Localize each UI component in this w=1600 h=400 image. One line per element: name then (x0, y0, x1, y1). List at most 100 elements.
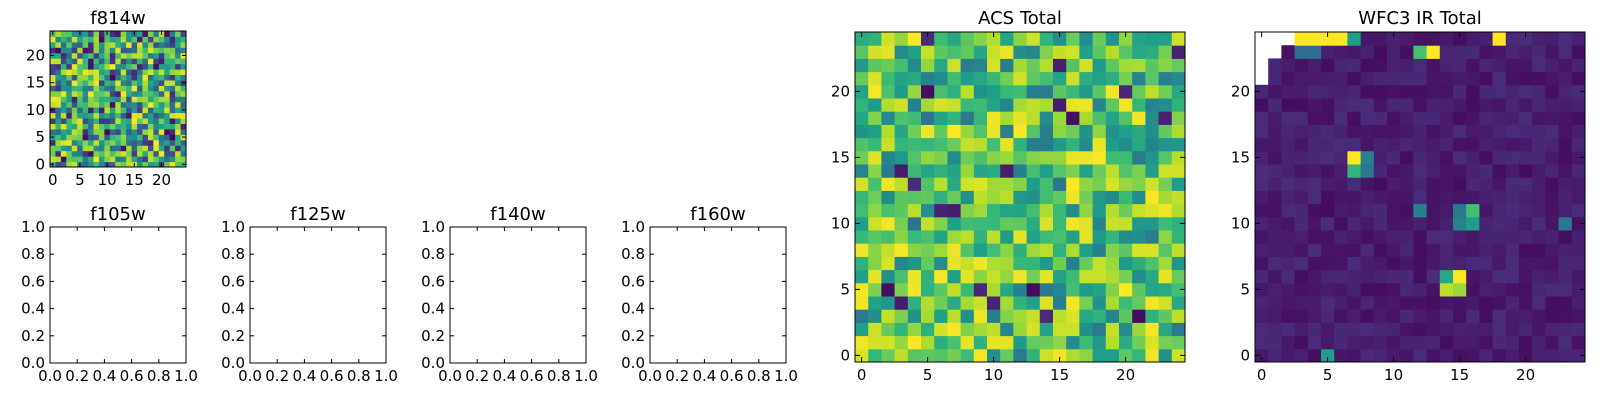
heatmap-cell (1439, 296, 1454, 310)
heatmap-cell (1479, 124, 1494, 139)
heatmap-cell (1268, 335, 1282, 350)
heatmap-cell (164, 96, 171, 103)
heatmap-cell (1255, 124, 1269, 139)
heatmap-cell (1066, 98, 1080, 112)
heatmap-cell (907, 164, 922, 178)
heatmap-cell (1171, 230, 1186, 244)
heatmap-cell (1092, 111, 1107, 125)
heatmap-cell (1334, 282, 1348, 297)
heatmap-cell (1505, 256, 1520, 271)
heatmap-cell (1347, 309, 1362, 323)
heatmap-cell (55, 41, 62, 48)
heatmap-cell (131, 58, 138, 65)
heatmap-cell (1000, 203, 1014, 218)
heatmap-cell (987, 322, 1001, 337)
heatmap-cell (1145, 256, 1160, 271)
y-tick-label: 10 (26, 101, 45, 119)
heatmap-cell (1105, 256, 1120, 271)
heatmap-cell (1492, 348, 1507, 363)
heatmap-cell (169, 69, 176, 76)
heatmap-cell (1466, 32, 1480, 46)
heatmap-cell (98, 101, 105, 108)
heatmap-cell (1347, 58, 1362, 73)
heatmap-cell (1558, 335, 1573, 350)
heatmap-cell (973, 256, 988, 271)
heatmap-cell (71, 31, 78, 37)
heatmap-cell (142, 156, 149, 163)
heatmap-cell (82, 128, 89, 135)
heatmap-cell (1158, 150, 1173, 165)
heatmap-cell (158, 118, 165, 124)
heatmap-cell (109, 96, 116, 103)
heatmap-cell (1360, 84, 1375, 99)
heatmap-cell (1387, 150, 1401, 165)
heatmap-cell (1039, 164, 1054, 178)
heatmap-cell (1053, 137, 1067, 152)
heatmap-cell (1079, 322, 1094, 337)
heatmap-cell (50, 139, 56, 146)
heatmap-cell (1373, 269, 1388, 284)
heatmap-cell (169, 156, 176, 163)
heatmap-cell (1000, 296, 1014, 310)
heatmap-cell (1145, 243, 1160, 257)
heatmap-cell (1413, 190, 1428, 205)
heatmap-cell (894, 111, 909, 125)
heatmap-cell (881, 282, 896, 297)
title-f160w: f160w (690, 204, 745, 225)
heatmap-cell (921, 98, 935, 112)
y-tick-label: 15 (831, 148, 850, 166)
heatmap-cell (1334, 177, 1348, 191)
heatmap-cell (1334, 190, 1348, 205)
heatmap-cell (881, 296, 896, 310)
heatmap-cell (1347, 164, 1362, 178)
heatmap-cell (109, 118, 116, 124)
heatmap-cell (77, 128, 84, 135)
heatmap-cell (71, 58, 78, 65)
heatmap-cell (934, 309, 948, 323)
heatmap-cell (907, 58, 922, 73)
heatmap-cell (1347, 348, 1362, 363)
heatmap-cell (973, 177, 988, 191)
heatmap-cell (71, 150, 78, 157)
heatmap-cell (1545, 71, 1560, 86)
heatmap-cell (115, 47, 122, 54)
heatmap-cell (1039, 322, 1054, 337)
heatmap-cell (1294, 216, 1309, 231)
heatmap-cell (894, 296, 909, 310)
heatmap-cell (947, 45, 962, 59)
heatmap-cell (88, 69, 95, 76)
heatmap-cell (1105, 296, 1120, 310)
heatmap-cell (1053, 32, 1067, 46)
x-tick-label: 0.2 (665, 367, 689, 385)
heatmap-cell (1281, 111, 1296, 125)
heatmap-cell (1145, 58, 1160, 73)
heatmap-cell (1387, 137, 1401, 152)
heatmap-cell (1479, 177, 1494, 191)
heatmap-cell (1119, 256, 1133, 271)
heatmap-cell (1373, 348, 1388, 363)
heatmap-cell (77, 90, 84, 97)
heatmap-cell (1092, 58, 1107, 73)
heatmap-cell (175, 107, 182, 114)
heatmap-cell (1400, 190, 1414, 205)
heatmap-cell (1453, 164, 1467, 178)
heatmap-cell (1492, 309, 1507, 323)
heatmap-cell (60, 156, 67, 163)
heatmap-cell (120, 156, 127, 163)
heatmap-cell (1360, 256, 1375, 271)
heatmap-cell (169, 128, 176, 135)
heatmap-cell (115, 52, 122, 59)
heatmap-cell (973, 124, 988, 139)
heatmap-cell (1387, 216, 1401, 231)
heatmap-cell (1373, 256, 1388, 271)
heatmap-cell (1053, 203, 1067, 218)
heatmap-cell (868, 348, 882, 363)
heatmap-cell (120, 58, 127, 65)
heatmap-cell (142, 107, 149, 114)
x-tick-label: 0.0 (638, 367, 662, 385)
heatmap-cell (1066, 216, 1080, 231)
heatmap-cell (1532, 203, 1546, 218)
heatmap-cell (987, 98, 1001, 112)
heatmap-cell (947, 230, 962, 244)
